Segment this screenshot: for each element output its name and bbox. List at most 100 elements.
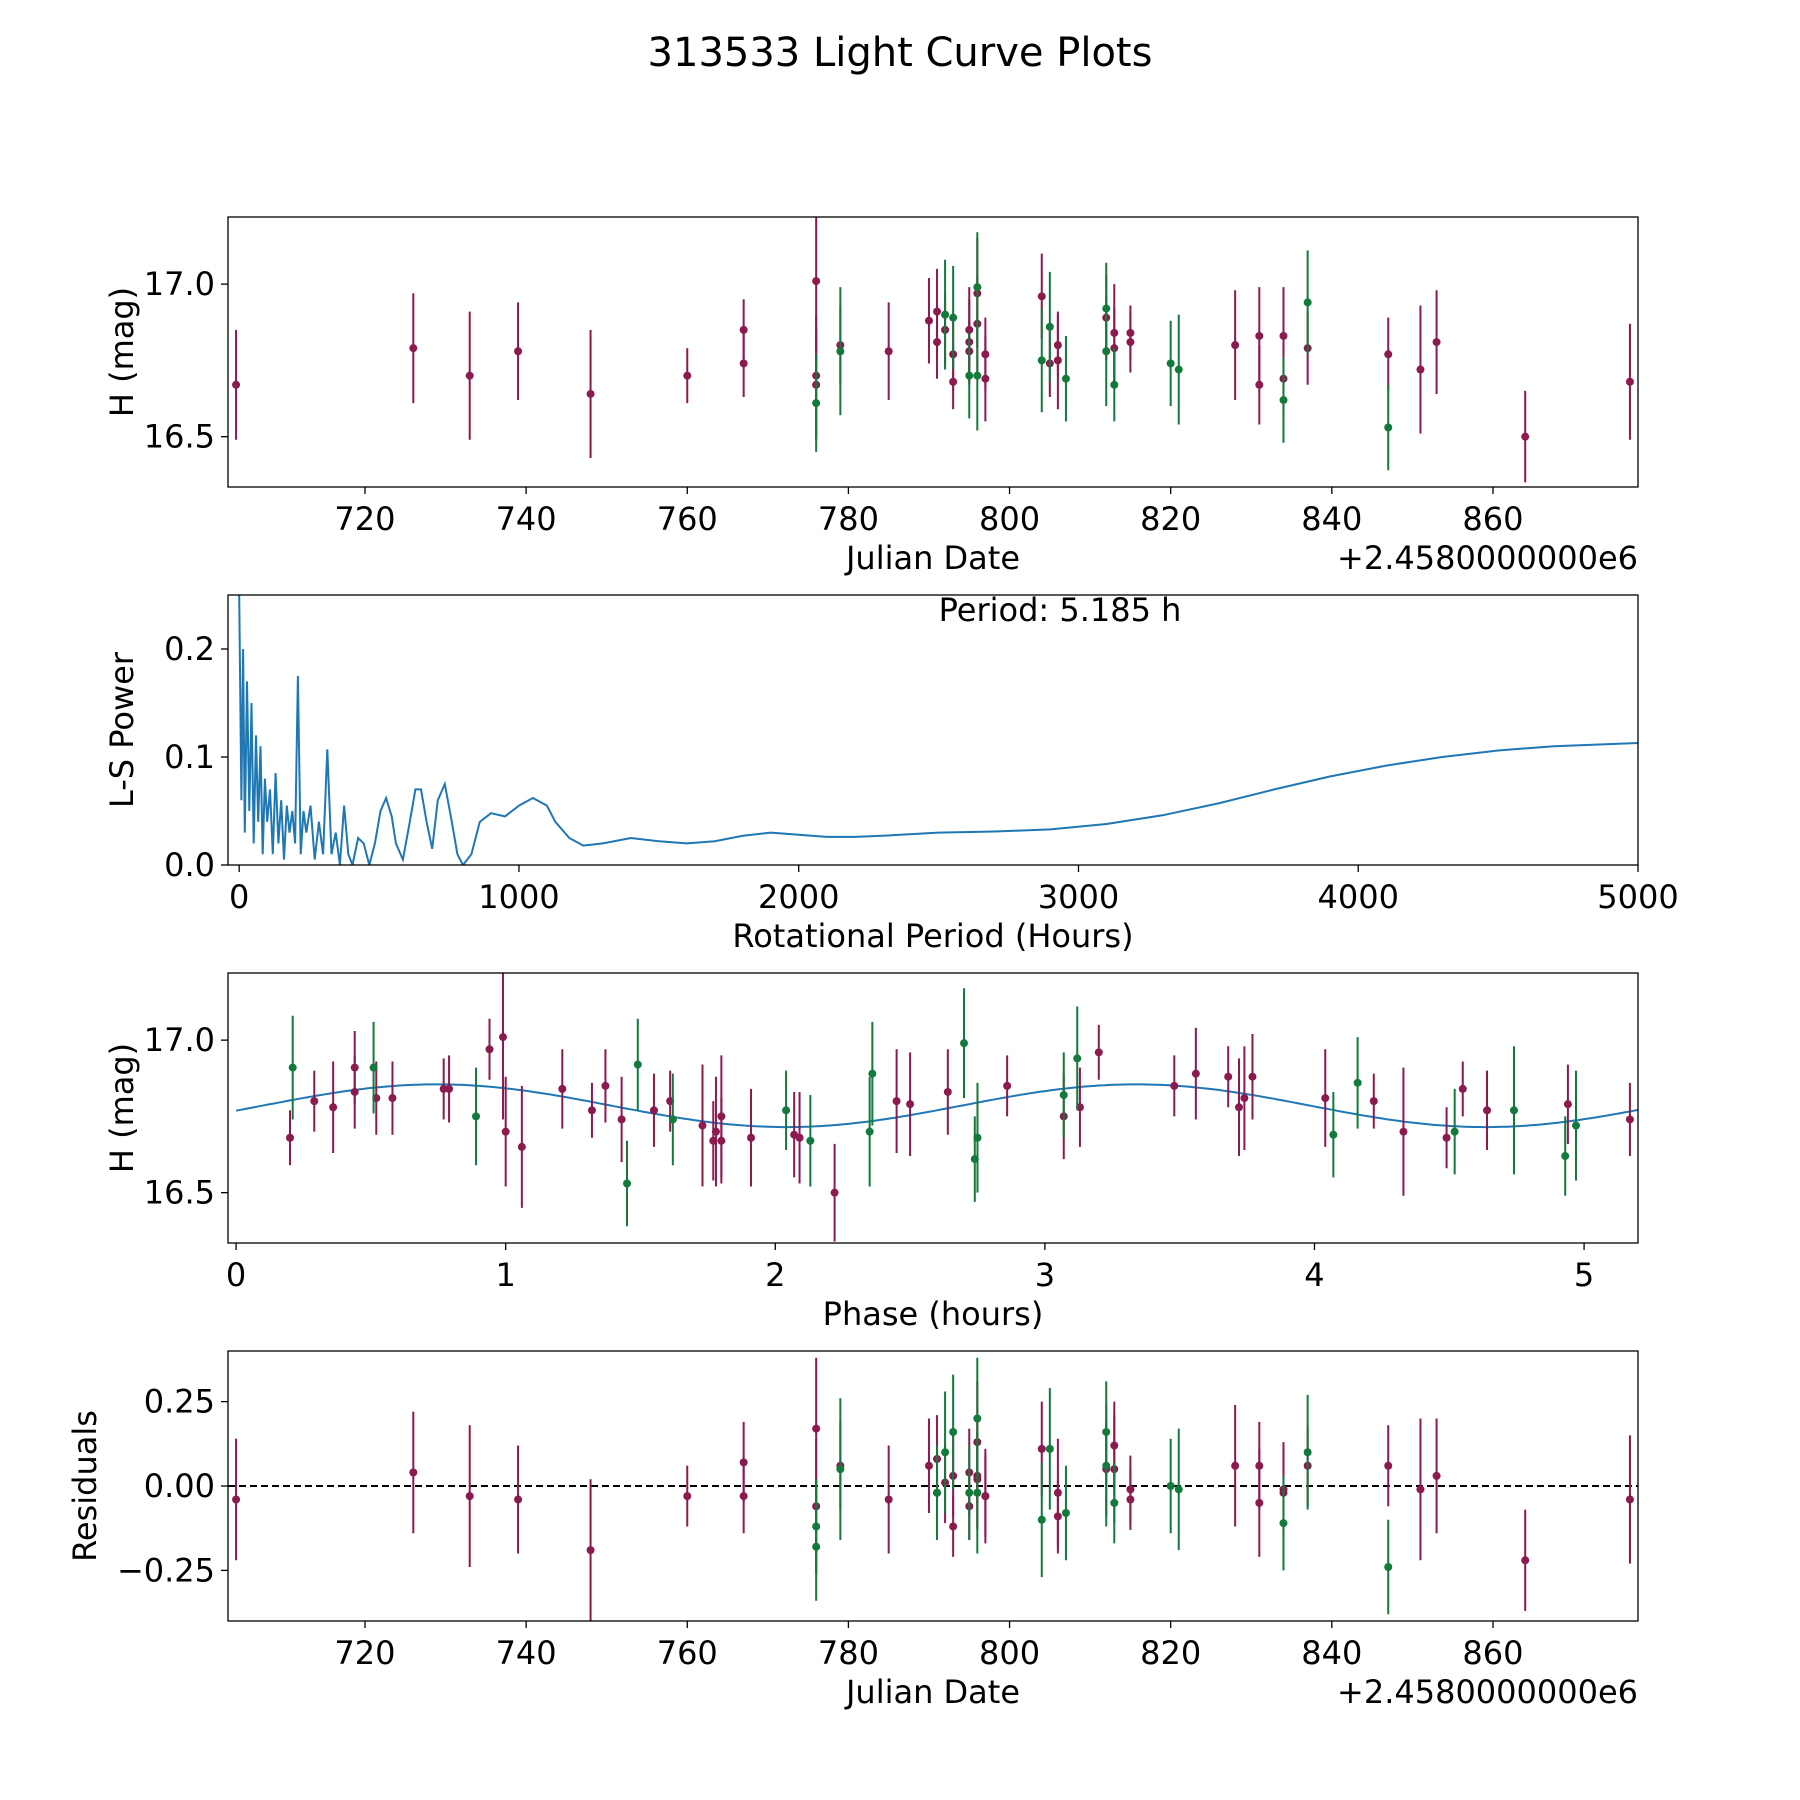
data-point [1255, 380, 1264, 389]
series-g [288, 988, 1580, 1227]
data-point [836, 347, 845, 356]
x-tick-label: 820 [1140, 1634, 1201, 1672]
series-r [232, 1357, 1634, 1621]
panel-residuals: 720 740 760 780 800 820 840 860 −0.25 0.00 0.25 Jul… [66, 1350, 1639, 1711]
data-point [1053, 341, 1062, 350]
x-tick-label: 760 [657, 500, 718, 538]
data-point [1102, 1461, 1111, 1470]
data-point [973, 1414, 982, 1423]
data-point [711, 1127, 720, 1136]
x-tick-label: 840 [1301, 1634, 1362, 1672]
data-point [924, 316, 933, 325]
data-point [388, 1094, 397, 1103]
data-point [1073, 1054, 1082, 1063]
x-axis-label: Julian Date [844, 1673, 1020, 1711]
y-tick-label: 0.2 [164, 630, 215, 668]
y-tick-label: 16.5 [144, 1174, 215, 1212]
data-point [514, 1495, 523, 1504]
data-point [1037, 356, 1046, 365]
data-point [1061, 374, 1070, 383]
data-point [1416, 1485, 1425, 1494]
data-point [465, 371, 474, 380]
data-point [949, 377, 958, 386]
plot-area-lightcurve [232, 217, 1634, 483]
data-point [943, 1087, 952, 1096]
y-tick-label: −0.25 [117, 1551, 215, 1589]
axes-frame [227, 594, 1639, 866]
x-tick-label: 760 [657, 1634, 718, 1672]
data-point [1571, 1121, 1580, 1130]
data-point [1126, 328, 1135, 337]
data-point [1369, 1097, 1378, 1106]
data-point [350, 1063, 359, 1072]
data-point [1110, 380, 1119, 389]
data-point [1170, 1081, 1179, 1090]
y-tick-label: 0.1 [164, 738, 215, 776]
x-offset-label: +2.4580000000e6 [1337, 539, 1638, 577]
data-point [1166, 1482, 1175, 1490]
data-point [949, 1428, 958, 1436]
data-point [1625, 1115, 1634, 1124]
y-axis-label: Residuals [66, 1410, 104, 1562]
data-point [501, 1127, 510, 1136]
data-point [1053, 1488, 1062, 1497]
data-point [1384, 350, 1393, 359]
data-point [465, 1492, 474, 1501]
data-point [586, 389, 595, 398]
data-point [981, 1492, 990, 1501]
data-point [1563, 1100, 1572, 1109]
data-point [1191, 1069, 1200, 1078]
data-point [868, 1069, 877, 1078]
data-point [973, 371, 982, 380]
data-point [1061, 1509, 1070, 1517]
data-point [288, 1063, 297, 1072]
data-point [472, 1112, 481, 1121]
data-point [1248, 1072, 1257, 1081]
data-point [965, 1488, 974, 1497]
data-point [1353, 1078, 1362, 1087]
data-point [981, 350, 990, 359]
data-point [558, 1084, 567, 1093]
axes-frame [227, 216, 1639, 488]
data-point [587, 1106, 596, 1115]
data-point [1279, 331, 1288, 340]
x-tick-label: 1 [496, 1256, 516, 1294]
data-point [698, 1121, 707, 1130]
y-axis-label: H (mag) [103, 287, 141, 417]
data-point [884, 347, 893, 356]
data-point [906, 1100, 915, 1109]
data-point [1483, 1106, 1492, 1115]
data-point [1442, 1133, 1451, 1142]
data-point [1174, 1485, 1183, 1494]
x-tick-label: 820 [1140, 500, 1201, 538]
data-point [812, 1522, 821, 1531]
data-point [286, 1133, 295, 1142]
x-offset-label: +2.4580000000e6 [1337, 1673, 1638, 1711]
axes-frame [227, 972, 1639, 1244]
data-point [1625, 377, 1634, 386]
plot-area-periodogram [238, 595, 1638, 865]
data-point [739, 359, 748, 368]
data-point [739, 325, 748, 334]
data-point [668, 1115, 677, 1124]
series-r [232, 217, 1634, 483]
data-point [892, 1097, 901, 1106]
data-point [1094, 1048, 1103, 1057]
y-tick-label: 17.0 [144, 265, 215, 303]
data-point [1521, 432, 1530, 441]
data-point [1174, 365, 1183, 374]
data-point [310, 1097, 319, 1106]
x-tick-label: 740 [496, 1634, 557, 1672]
data-point [965, 325, 974, 334]
x-tick-label: 1000 [478, 878, 559, 916]
plot-area-phased [235, 973, 1638, 1242]
data-point [1037, 1444, 1046, 1453]
data-point [941, 310, 950, 319]
data-point [1045, 1444, 1054, 1453]
data-point [1384, 423, 1393, 432]
y-tick-label: 17.0 [144, 1021, 215, 1059]
x-tick-label: 0 [229, 878, 249, 916]
series-r [286, 973, 1634, 1242]
plot-area-residuals [228, 1357, 1638, 1621]
